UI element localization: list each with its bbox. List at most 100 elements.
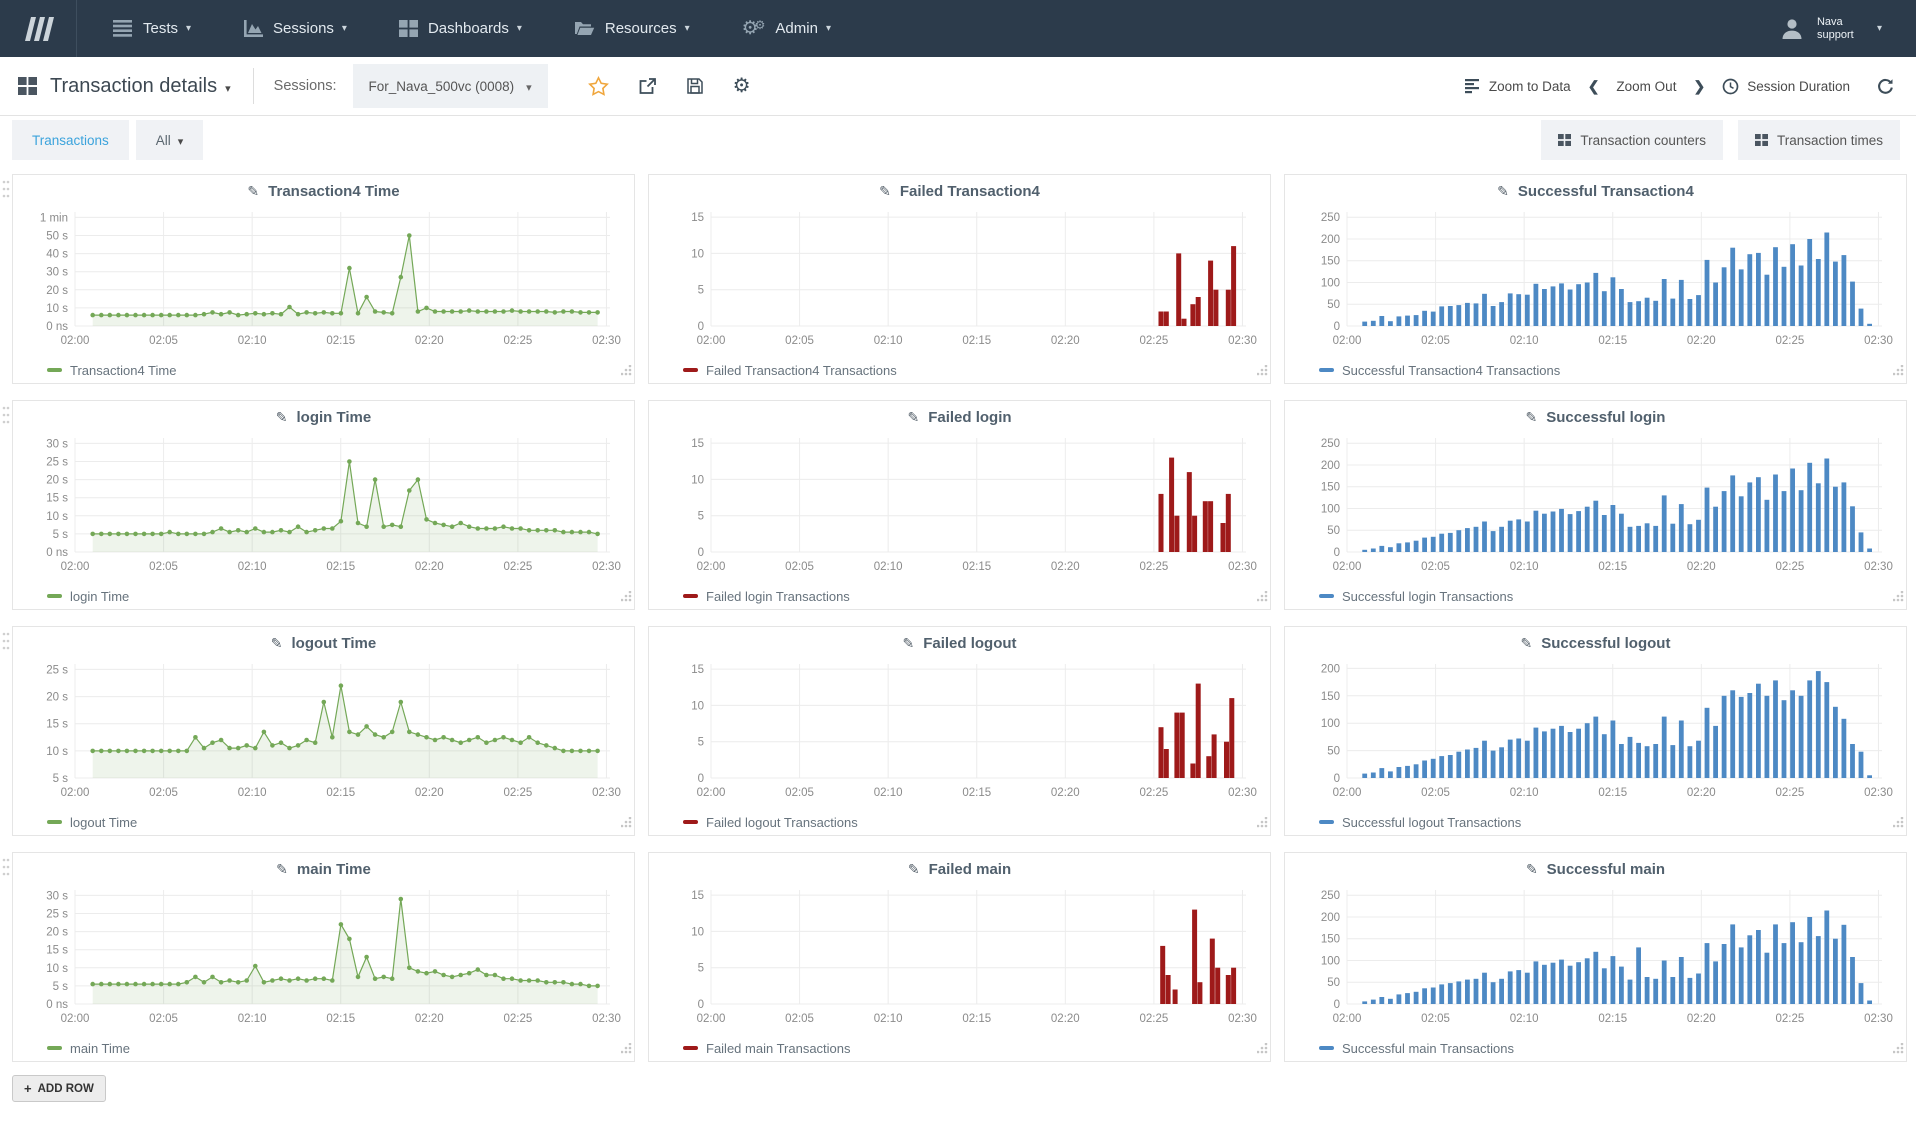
dashboard-title-icon [18, 77, 37, 95]
panel-resize-handle[interactable] [1256, 363, 1268, 381]
chart-legend[interactable]: login Time [21, 583, 626, 609]
chart-legend[interactable]: Failed main Transactions [657, 1035, 1262, 1061]
edit-pencil-icon[interactable]: ✎ [902, 634, 915, 651]
chart-legend[interactable]: Failed Transaction4 Transactions [657, 357, 1262, 383]
panel-resize-handle[interactable] [620, 815, 632, 833]
transaction-times-button[interactable]: Transaction times [1737, 120, 1900, 160]
svg-text:02:00: 02:00 [1333, 787, 1362, 799]
user-menu[interactable]: Nava support ▾ [1779, 0, 1916, 57]
row-drag-handle[interactable] [2, 857, 10, 886]
chart-plot[interactable]: 02:00 02:05 02:10 02:15 02:20 02:25 02:30 0 5 10 1… [657, 656, 1262, 804]
svg-text:02:00: 02:00 [697, 335, 726, 347]
nav-sessions[interactable]: Sessions ▾ [217, 0, 373, 57]
add-row-button[interactable]: + ADD ROW [12, 1075, 106, 1102]
panel-resize-handle[interactable] [620, 363, 632, 381]
edit-pencil-icon[interactable]: ✎ [276, 860, 288, 877]
svg-text:02:05: 02:05 [1421, 787, 1450, 799]
chart-plot[interactable]: 02:00 02:05 02:10 02:15 02:20 02:25 02:30 0 50 10… [1293, 204, 1898, 352]
panel-resize-handle[interactable] [1892, 815, 1904, 833]
panel-resize-handle[interactable] [1892, 363, 1904, 381]
favorite-star-icon[interactable] [587, 76, 609, 96]
chart-legend[interactable]: main Time [21, 1035, 626, 1061]
grid-icon [1754, 134, 1768, 146]
title-dropdown-caret[interactable]: ▾ [225, 82, 231, 95]
chart-plot[interactable]: 02:00 02:05 02:10 02:15 02:20 02:25 02:30 30 s 2… [21, 430, 626, 578]
legend-label: login Time [70, 588, 130, 604]
session-select-value: For_Nava_500vc (0008) [368, 78, 515, 94]
edit-pencil-icon[interactable]: ✎ [1525, 860, 1538, 877]
chart-plot[interactable]: 02:00 02:05 02:10 02:15 02:20 02:25 02:30 1 min… [21, 204, 626, 352]
chart-legend[interactable]: Failed logout Transactions [657, 809, 1262, 835]
chart-title-label: Successful login [1546, 408, 1666, 426]
chart-plot[interactable]: 02:00 02:05 02:10 02:15 02:20 02:25 02:30 25 s 2… [21, 656, 626, 804]
panel-resize-handle[interactable] [1892, 1041, 1904, 1059]
sessions-label: Sessions: [273, 78, 337, 94]
svg-text:10 s: 10 s [46, 963, 68, 975]
refresh-icon[interactable] [1877, 78, 1894, 95]
chart-legend[interactable]: Failed login Transactions [657, 583, 1262, 609]
area-chart-icon [243, 20, 264, 37]
svg-text:02:05: 02:05 [785, 561, 814, 573]
chart-legend[interactable]: Successful main Transactions [1293, 1035, 1898, 1061]
panel-resize-handle[interactable] [1256, 589, 1268, 607]
chart-legend[interactable]: Successful Transaction4 Transactions [1293, 357, 1898, 383]
nav-resources[interactable]: Resources ▾ [548, 0, 716, 57]
chart-legend[interactable]: Transaction4 Time [21, 357, 626, 383]
svg-text:200: 200 [1321, 234, 1340, 246]
chart-plot[interactable]: 02:00 02:05 02:10 02:15 02:20 02:25 02:30 0 50 10… [1293, 882, 1898, 1030]
row-drag-handle[interactable] [2, 405, 10, 434]
edit-pencil-icon[interactable]: ✎ [275, 408, 288, 425]
panel-resize-handle[interactable] [1256, 815, 1268, 833]
tab-all-filter[interactable]: All ▾ [135, 120, 204, 160]
svg-text:02:05: 02:05 [1421, 335, 1450, 347]
chart-plot[interactable]: 02:00 02:05 02:10 02:15 02:20 02:25 02:30 0 50 10… [1293, 656, 1898, 804]
chart-title: ✎ Failed Transaction4 [657, 178, 1262, 204]
svg-text:0: 0 [698, 321, 704, 333]
pan-left-chevron-icon[interactable]: ❮ [1587, 77, 1600, 94]
panel-resize-handle[interactable] [1256, 1041, 1268, 1059]
chart-plot[interactable]: 02:00 02:05 02:10 02:15 02:20 02:25 02:30 0 5 10 1… [657, 430, 1262, 578]
share-icon[interactable] [638, 77, 657, 95]
svg-text:02:30: 02:30 [1864, 1013, 1893, 1025]
edit-pencil-icon[interactable]: ✎ [879, 182, 891, 199]
app-logo[interactable] [0, 0, 77, 57]
chart-legend[interactable]: Successful login Transactions [1293, 583, 1898, 609]
chart-plot[interactable]: 02:00 02:05 02:10 02:15 02:20 02:25 02:30 30 s 2… [21, 882, 626, 1030]
row-drag-handle[interactable] [2, 631, 10, 660]
panel-resize-handle[interactable] [1892, 589, 1904, 607]
tab-transactions[interactable]: Transactions [12, 120, 129, 160]
chart-title: ✎ Successful main [1293, 856, 1898, 882]
edit-pencil-icon[interactable]: ✎ [1525, 408, 1538, 425]
edit-pencil-icon[interactable]: ✎ [1497, 182, 1509, 199]
chart-panel-successful-login: ✎ Successful login 02:00 02:05 02:10 02:15 02:… [1284, 400, 1907, 610]
edit-pencil-icon[interactable]: ✎ [1520, 634, 1533, 651]
chart-plot[interactable]: 02:00 02:05 02:10 02:15 02:20 02:25 02:30 0 5 10 1… [657, 204, 1262, 352]
edit-pencil-icon[interactable]: ✎ [270, 634, 283, 651]
chart-plot[interactable]: 02:00 02:05 02:10 02:15 02:20 02:25 02:30 0 5 10 1… [657, 882, 1262, 1030]
edit-pencil-icon[interactable]: ✎ [907, 408, 920, 425]
chart-plot[interactable]: 02:00 02:05 02:10 02:15 02:20 02:25 02:30 0 50 10… [1293, 430, 1898, 578]
save-icon[interactable] [686, 77, 704, 95]
svg-text:0: 0 [1334, 321, 1340, 333]
chart-legend[interactable]: Successful logout Transactions [1293, 809, 1898, 835]
zoom-to-data-button[interactable]: Zoom to Data [1464, 78, 1571, 94]
panel-resize-handle[interactable] [620, 589, 632, 607]
nav-admin[interactable]: ⚙⚙ Admin ▾ [716, 0, 857, 57]
session-duration-button[interactable]: Session Duration [1722, 78, 1850, 95]
edit-pencil-icon[interactable]: ✎ [907, 860, 920, 877]
nav-dashboards[interactable]: Dashboards ▾ [373, 0, 548, 57]
settings-gear-icon[interactable]: ⚙ [732, 75, 751, 97]
transaction-counters-button[interactable]: Transaction counters [1541, 120, 1723, 160]
session-select[interactable]: For_Nava_500vc (0008) ▾ [352, 64, 548, 108]
main-menu: Tests ▾ Sessions ▾ Dashboards ▾ Resource… [87, 0, 857, 57]
panel-resize-handle[interactable] [620, 1041, 632, 1059]
row-drag-handle[interactable] [2, 179, 10, 208]
svg-text:02:15: 02:15 [326, 1013, 355, 1025]
zoom-out-button[interactable]: Zoom Out [1616, 79, 1676, 94]
chart-legend[interactable]: logout Time [21, 809, 626, 835]
pan-right-chevron-icon[interactable]: ❯ [1693, 77, 1706, 94]
edit-pencil-icon[interactable]: ✎ [247, 182, 260, 199]
svg-text:20 s: 20 s [46, 927, 68, 939]
nav-tests[interactable]: Tests ▾ [87, 0, 217, 57]
svg-text:5: 5 [698, 737, 704, 749]
